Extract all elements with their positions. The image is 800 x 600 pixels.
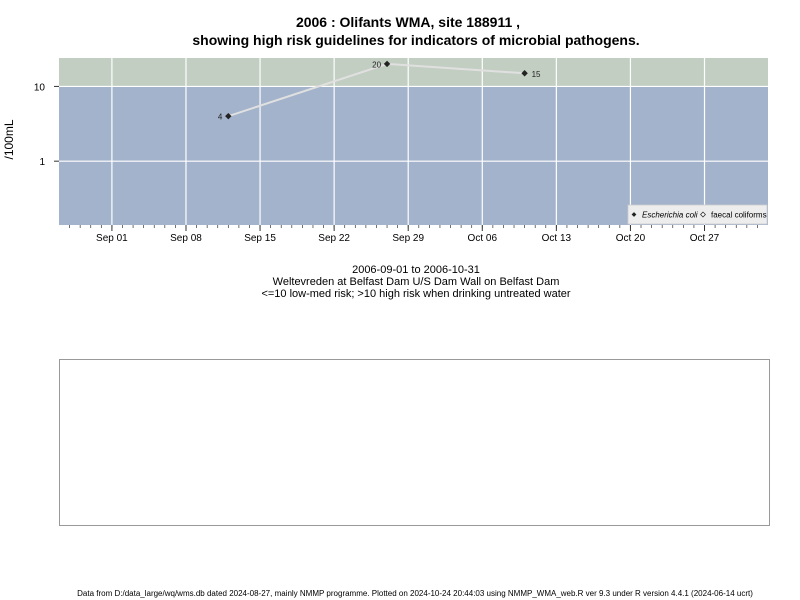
- low-risk-band: [59, 86, 768, 226]
- ecoli-data-point: [225, 112, 232, 120]
- legend-ecoli-marker: [631, 212, 637, 217]
- high-risk-band: [59, 58, 768, 87]
- legend-ecoli-label: Escherichia coli: [642, 211, 698, 220]
- y-axis-label: /100mL: [2, 119, 16, 159]
- x-tick-label: Sep 01: [96, 233, 128, 244]
- empty-plot-panel: [59, 359, 770, 526]
- ecoli-data-point: [521, 70, 528, 77]
- y-tick-label: 10: [34, 82, 46, 93]
- legend-box: [627, 204, 768, 225]
- data-label: 4: [218, 113, 223, 122]
- y-tick-label: 1: [39, 157, 45, 168]
- chart-svg: Sep 01 Sep 08 Sep 15 Sep 22 Sep 29 Oct 06 Oct …: [2, 58, 768, 244]
- x-tick-label: Sep 29: [392, 233, 424, 244]
- data-label: 15: [532, 70, 541, 79]
- chart-title-line-1: 2006 : Olifants WMA, site 188911 ,: [295, 14, 521, 30]
- x-tick-label: Sep 15: [244, 233, 276, 244]
- x-tick-label: Sep 08: [170, 233, 202, 244]
- legend-faecal-marker: [700, 211, 706, 218]
- x-tick-label: Oct 27: [690, 233, 720, 244]
- chart-title-line-2: showing high risk guidelines for indicat…: [192, 32, 640, 48]
- x-tick-label: Sep 22: [318, 233, 350, 244]
- ecoli-data-point: [383, 60, 391, 68]
- date-range-caption: 2006-09-01 to 2006-10-31: [352, 264, 480, 276]
- location-caption: Weltevreden at Belfast Dam U/S Dam Wall …: [272, 276, 560, 288]
- guideline-caption: <=10 low-med risk; >10 high risk when dr…: [261, 288, 571, 300]
- x-tick-label: Oct 13: [542, 233, 572, 244]
- data-label: 20: [372, 60, 381, 69]
- x-tick-label: Oct 06: [468, 233, 498, 244]
- x-tick-label: Oct 20: [616, 233, 646, 244]
- footer-note: Data from D:/data_large/wq/wms.db dated …: [77, 589, 753, 598]
- legend-faecal-label: faecal coliforms: [711, 211, 767, 220]
